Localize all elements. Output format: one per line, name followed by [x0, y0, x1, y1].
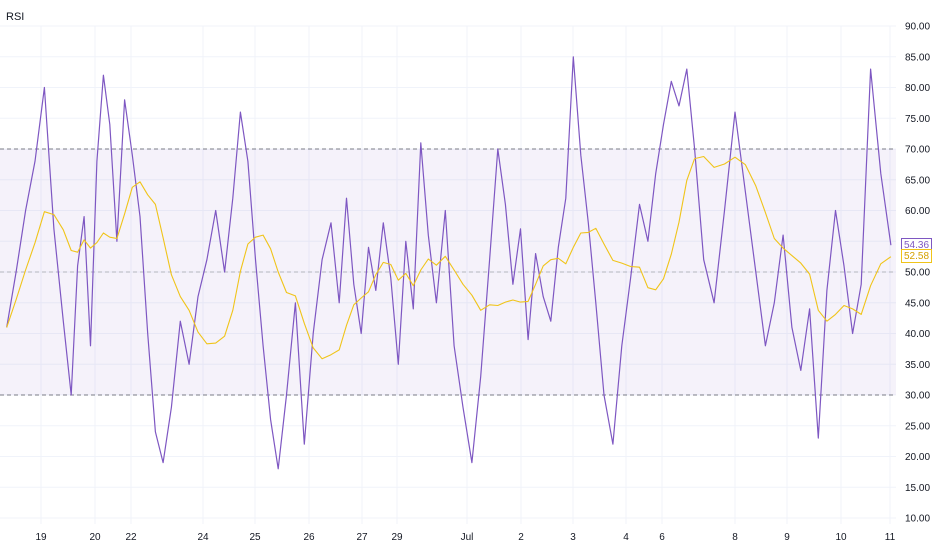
x-tick-label: 26 [303, 532, 315, 543]
x-tick-label: 24 [197, 532, 209, 543]
y-tick-label: 75.00 [905, 114, 930, 125]
x-tick-label: 6 [659, 532, 665, 543]
x-tick-label: 11 [885, 532, 896, 543]
y-tick-label: 35.00 [905, 360, 930, 371]
x-tick-label: 2 [518, 532, 524, 543]
x-tick-label: 27 [356, 532, 368, 543]
rsi-line [6, 56, 892, 470]
y-tick-label: 85.00 [905, 52, 930, 63]
x-tick-label: 9 [784, 532, 790, 543]
x-tick-label: 10 [835, 532, 847, 543]
band-lines [0, 148, 896, 396]
indicator-title: RSI [6, 11, 25, 23]
x-tick-label: 8 [732, 532, 738, 543]
y-tick-label: 40.00 [905, 329, 930, 340]
x-tick-label: 4 [623, 532, 629, 543]
y-tick-label: 10.00 [905, 514, 930, 525]
y-tick-label: 15.00 [905, 483, 930, 494]
x-tick-label: 3 [570, 532, 576, 543]
rsi-ma-line [6, 155, 892, 360]
x-tick-label: 20 [89, 532, 101, 543]
y-tick-label: 50.00 [905, 268, 930, 279]
x-axis: 19 20 22 24 25 26 27 29 Jul 2 3 4 6 8 9 10 11 [35, 532, 895, 543]
x-tick-label: 29 [391, 532, 403, 543]
x-tick-label: 22 [125, 532, 137, 543]
y-tick-label: 90.00 [905, 22, 930, 33]
ma-last-value-tag: 52.58 [901, 249, 932, 264]
series-layer [6, 56, 892, 470]
y-tick-label: 60.00 [905, 206, 930, 217]
y-axis: 90.0085.0080.0075.0070.0065.0060.0055.00… [905, 22, 930, 525]
y-tick-label: 70.00 [905, 145, 930, 156]
y-tick-label: 80.00 [905, 83, 930, 94]
y-tick-label: 65.00 [905, 175, 930, 186]
y-tick-label: 30.00 [905, 391, 930, 402]
y-tick-label: 25.00 [905, 421, 930, 432]
x-tick-label: 19 [35, 532, 47, 543]
x-tick-label: 25 [249, 532, 261, 543]
y-tick-label: 45.00 [905, 298, 930, 309]
y-tick-label: 20.00 [905, 452, 930, 463]
x-tick-label: Jul [461, 532, 474, 543]
